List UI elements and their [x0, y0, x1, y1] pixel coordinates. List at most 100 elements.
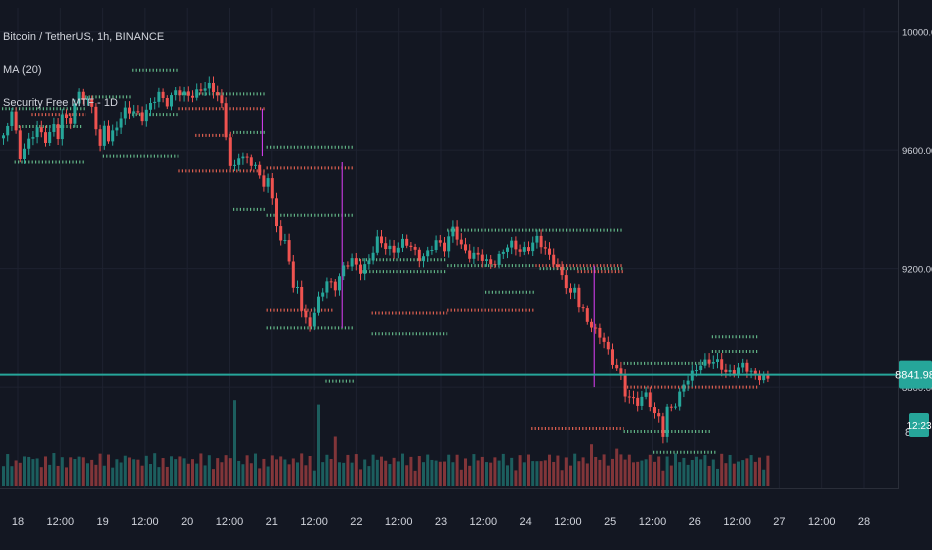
volume-bar	[489, 462, 493, 486]
candle-body	[522, 247, 526, 252]
volume-bar	[149, 463, 152, 486]
volume-bar	[447, 454, 451, 486]
volume-bar	[531, 461, 535, 486]
candle-body	[312, 312, 316, 327]
volume-bar	[657, 456, 661, 486]
volume-bar	[346, 454, 350, 486]
candle-body	[262, 175, 266, 187]
volume-bar	[14, 460, 18, 486]
candlesticks	[2, 76, 770, 444]
candle-body	[707, 359, 711, 364]
candle-body	[241, 156, 245, 159]
volume-bar	[535, 461, 539, 486]
candle-body	[724, 369, 728, 372]
volume-bar	[342, 462, 346, 486]
candle-body	[766, 375, 770, 379]
volume-bar	[136, 459, 140, 486]
volume-bar	[203, 465, 207, 486]
candle-body	[149, 102, 152, 110]
candle-body	[296, 286, 299, 288]
volume-bar	[60, 457, 64, 486]
candle-body	[615, 364, 619, 369]
volume-bar	[501, 453, 505, 486]
candle-body	[434, 240, 438, 251]
volume-bar	[6, 454, 10, 486]
candle-body	[569, 288, 572, 293]
time-tick-label: 12:00	[131, 516, 159, 528]
candle-body	[39, 127, 43, 133]
candle-body	[388, 245, 392, 250]
candle-body	[669, 406, 673, 408]
time-tick-label: 12:00	[300, 516, 328, 528]
candle-body	[102, 125, 106, 146]
volume-bar	[745, 458, 749, 486]
volume-bar	[522, 462, 526, 486]
volume-bar	[333, 436, 337, 486]
volume-bar	[560, 470, 564, 486]
volume-bar	[371, 454, 375, 486]
volume-bar	[455, 454, 459, 486]
candle-body	[161, 91, 165, 98]
volume-bar	[632, 462, 635, 486]
candle-body	[577, 287, 581, 308]
last-price-badge	[899, 360, 932, 389]
volume-bar	[52, 453, 56, 486]
volume-bar	[653, 461, 656, 486]
volume-bar	[451, 462, 455, 486]
volume-bar	[699, 459, 703, 486]
volume-bar	[44, 456, 47, 486]
volume-bar	[636, 461, 640, 486]
volume-bar	[191, 459, 194, 486]
candle-body	[60, 114, 64, 140]
volume-bar	[367, 466, 371, 486]
volume-bar	[283, 459, 287, 486]
volume-bar	[468, 465, 472, 486]
volume-bar	[115, 459, 119, 486]
volume-bar	[422, 462, 425, 486]
candle-body	[279, 226, 283, 241]
time-tick-label: 12:00	[554, 516, 582, 528]
candle-body	[342, 265, 346, 277]
candle-body	[186, 91, 190, 96]
candle-body	[443, 242, 446, 252]
time-tick-label: 12:00	[47, 516, 75, 528]
volume-bar	[212, 469, 215, 486]
candle-body	[228, 137, 232, 166]
candle-body	[371, 252, 375, 261]
time-tick-label: 26	[689, 516, 701, 528]
volume-bar	[682, 457, 686, 486]
volume-bar	[762, 469, 766, 486]
indicator-ma-label[interactable]: MA (20)	[3, 64, 42, 76]
candle-body	[636, 397, 640, 406]
candle-body	[653, 407, 656, 414]
volume-bar	[144, 455, 148, 486]
candle-body	[119, 118, 123, 128]
price-tick-label: 10000.00	[902, 28, 932, 39]
volume-bar	[464, 458, 467, 486]
candle-body	[438, 240, 442, 243]
candle-body	[325, 281, 329, 293]
volume-bar	[485, 462, 488, 486]
volume-bar	[254, 453, 257, 486]
volume-bar	[291, 458, 295, 486]
time-axis-area[interactable]	[0, 489, 932, 550]
volume-bar	[266, 466, 270, 486]
candle-body	[640, 396, 644, 406]
volume-bar	[514, 470, 518, 486]
candle-body	[98, 129, 102, 146]
volume-bar	[720, 453, 724, 486]
volume-bar	[317, 404, 320, 486]
candle-body	[417, 249, 421, 261]
indicator-mtf-label[interactable]: Security Free MTF - 1D	[3, 97, 118, 109]
candle-body	[48, 131, 52, 144]
volume-bar	[31, 459, 35, 486]
volume-bar	[39, 467, 43, 486]
volume-bar	[409, 456, 413, 486]
candle-body	[249, 157, 253, 166]
symbol-title[interactable]: Bitcoin / TetherUS, 1h, BINANCE	[3, 31, 164, 43]
volume-bar	[304, 465, 308, 486]
candle-body	[23, 148, 26, 159]
volume-bar	[86, 463, 89, 486]
candle-body	[144, 109, 148, 122]
